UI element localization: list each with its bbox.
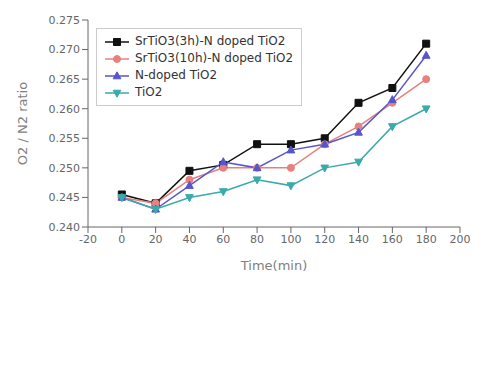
svg-text:80: 80 — [250, 233, 264, 246]
svg-text:60: 60 — [216, 233, 230, 246]
svg-text:0.245: 0.245 — [49, 191, 81, 204]
html-text:N-doped TiO2: N-doped TiO2 — [135, 68, 218, 82]
svg-text:0.265: 0.265 — [49, 73, 81, 86]
svg-text:-20: -20 — [79, 233, 97, 246]
svg-text:0.255: 0.255 — [49, 132, 81, 145]
svg-text:0.260: 0.260 — [49, 103, 81, 116]
svg-text:0.240: 0.240 — [49, 221, 81, 234]
svg-text:O2 / N2 ratio: O2 / N2 ratio — [15, 82, 30, 165]
html-text:SrTiO3(3h)-N doped TiO2: SrTiO3(3h)-N doped TiO2 — [135, 34, 286, 48]
svg-text:0.270: 0.270 — [49, 43, 81, 56]
svg-text:40: 40 — [182, 233, 196, 246]
svg-text:120: 120 — [314, 233, 335, 246]
svg-text:0.250: 0.250 — [49, 162, 81, 175]
svg-text:Time(min): Time(min) — [240, 258, 307, 273]
svg-text:160: 160 — [382, 233, 403, 246]
html-text:TiO2: TiO2 — [135, 85, 163, 99]
svg-text:100: 100 — [280, 233, 301, 246]
svg-text:200: 200 — [450, 233, 471, 246]
svg-text:0: 0 — [118, 233, 125, 246]
svg-text:180: 180 — [416, 233, 437, 246]
svg-text:140: 140 — [348, 233, 369, 246]
svg-text:20: 20 — [149, 233, 163, 246]
svg-text:0.275: 0.275 — [49, 14, 81, 27]
html-text:SrTiO3(10h)-N doped TiO2: SrTiO3(10h)-N doped TiO2 — [135, 51, 294, 65]
